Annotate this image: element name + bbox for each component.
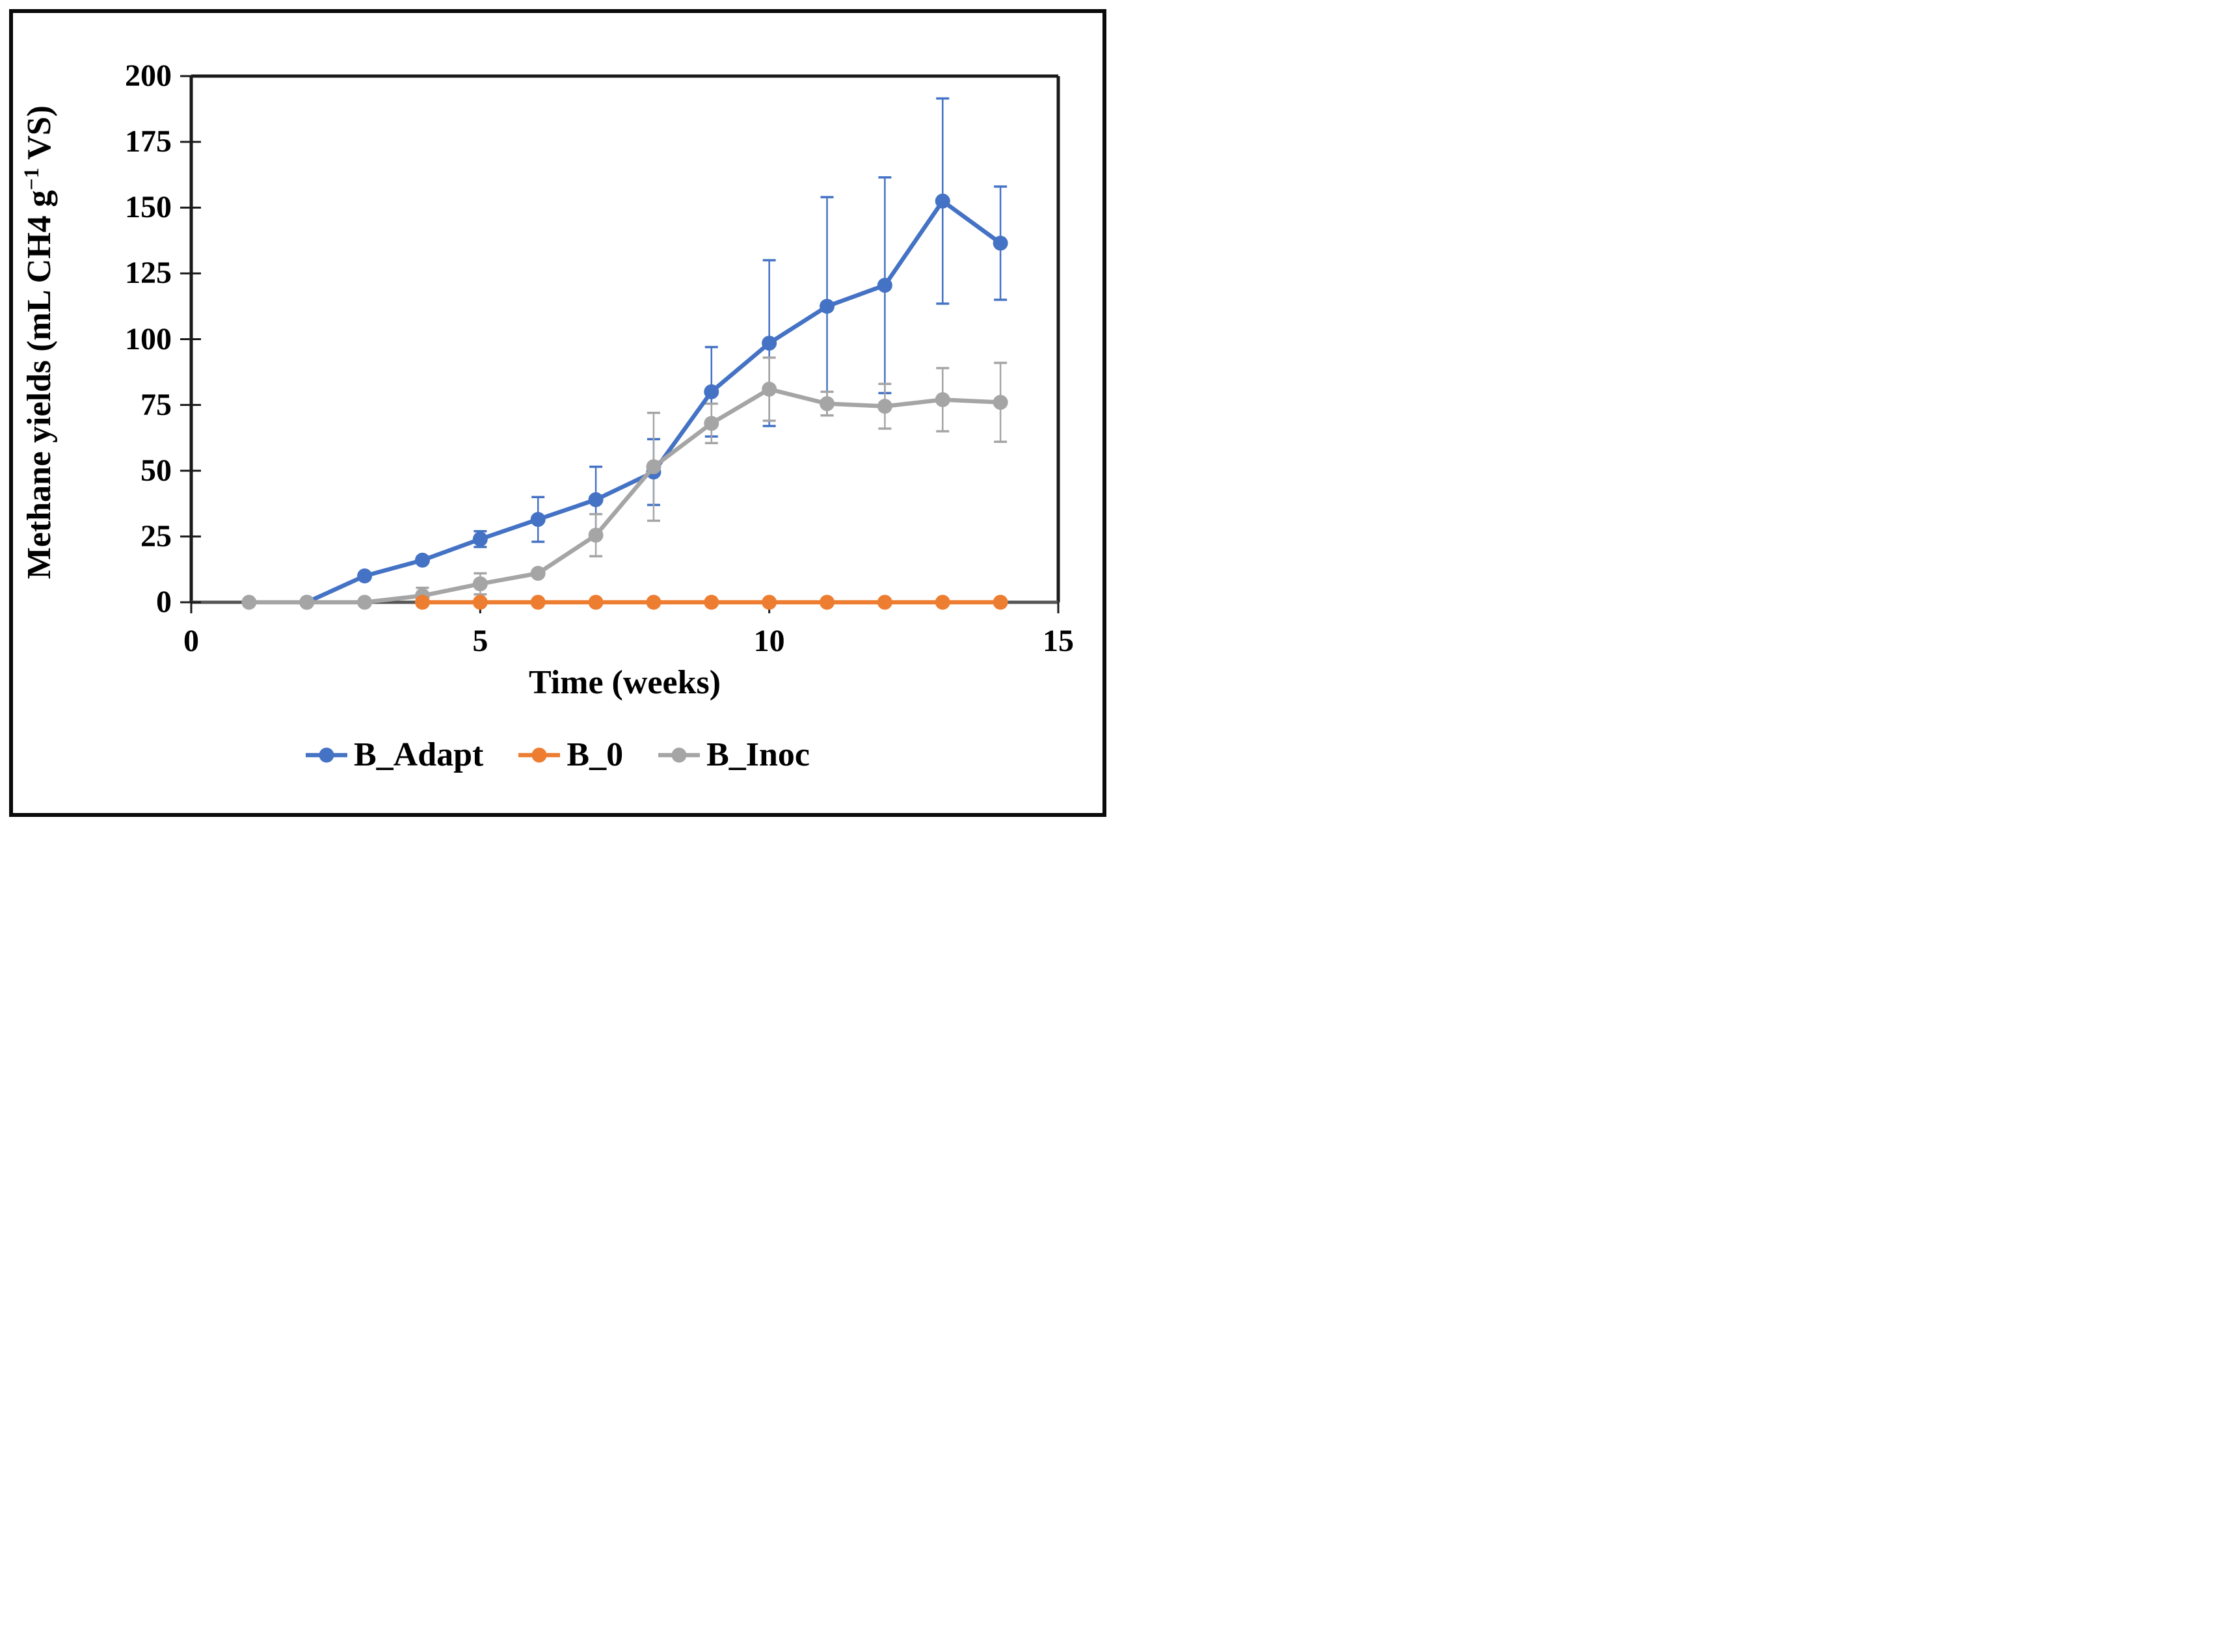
data-point-marker-B_Inoc [530, 566, 546, 581]
data-point-marker-B_0 [414, 594, 430, 610]
data-point-marker-B_Inoc [993, 395, 1008, 410]
legend-item-B_Adapt: B_Adapt [305, 736, 484, 773]
x-tick-label: 5 [472, 624, 488, 658]
legend: B_Adapt B_0 B_Inoc [0, 738, 1116, 772]
data-point-marker-B_0 [820, 594, 835, 610]
data-point-marker-B_0 [588, 594, 604, 610]
legend-item-B_0: B_0 [518, 738, 623, 772]
data-point-marker-B_Adapt [820, 299, 835, 314]
y-tick-label: 50 [140, 453, 172, 488]
series-line-B_Inoc [248, 387, 1001, 605]
chart-svg [180, 74, 1060, 613]
series-line-B_Adapt [306, 198, 1002, 604]
y-tick-label: 150 [125, 190, 172, 225]
data-point-marker-B_Adapt [414, 552, 430, 568]
legend-marker-icon [658, 747, 701, 763]
y-tick-label: 175 [125, 124, 172, 159]
data-point-marker-B_0 [530, 594, 546, 610]
legend-label: B_0 [567, 736, 624, 773]
data-point-marker-B_0 [646, 594, 661, 610]
figure: 0 25 50 75 100 125 150 175 200 0 5 10 15 Time (weeks… [0, 0, 1116, 826]
data-point-marker-B_Adapt [704, 384, 719, 399]
x-tick-label: 10 [753, 624, 785, 658]
x-tick-label: 0 [183, 624, 199, 658]
data-point-marker-B_Adapt [472, 531, 488, 547]
data-point-marker-B_Inoc [299, 594, 315, 610]
data-point-marker-B_Inoc [646, 459, 661, 475]
data-point-marker-B_Adapt [588, 492, 604, 507]
data-point-marker-B_Inoc [357, 594, 373, 610]
y-tick-label: 25 [140, 518, 172, 553]
legend-dot [671, 747, 687, 763]
y-tick-label: 75 [140, 387, 172, 422]
data-point-marker-B_0 [472, 594, 488, 610]
legend-marker-icon [518, 747, 561, 763]
data-point-marker-B_Inoc [588, 527, 604, 543]
data-point-marker-B_Inoc [241, 594, 257, 610]
data-point-marker-B_Inoc [472, 576, 488, 592]
y-axis-title-superscript: −1 [19, 167, 43, 191]
data-point-marker-B_Adapt [530, 512, 546, 527]
data-point-marker-B_0 [935, 594, 950, 610]
data-point-marker-B_Inoc [762, 381, 777, 397]
data-point-marker-B_0 [762, 594, 777, 610]
y-axis-title: Methane yields (mL CH4 g−1 VS) [20, 17, 59, 667]
legend-label: B_Inoc [706, 736, 810, 773]
data-point-marker-B_0 [877, 594, 892, 610]
data-point-marker-B_Inoc [704, 416, 719, 431]
legend-dot [319, 747, 334, 763]
data-point-marker-B_0 [704, 594, 719, 610]
data-point-marker-B_Adapt [935, 193, 950, 209]
data-point-marker-B_Inoc [935, 392, 950, 408]
y-tick-label: 200 [125, 59, 172, 93]
data-point-marker-B_Adapt [762, 336, 777, 351]
legend-label: B_Adapt [353, 736, 484, 773]
legend-item-B_Inoc: B_Inoc [658, 738, 810, 772]
y-tick-label: 0 [156, 585, 172, 619]
data-point-marker-B_Inoc [820, 396, 835, 412]
y-axis-title-unit: VS) [21, 105, 59, 168]
y-tick-label: 125 [125, 256, 172, 291]
legend-marker-icon [305, 747, 347, 763]
x-tick-label: 15 [1043, 624, 1074, 658]
data-point-marker-B_0 [993, 594, 1008, 610]
y-tick-label: 100 [125, 321, 172, 356]
x-axis-title: Time (weeks) [528, 664, 721, 701]
legend-dot [531, 747, 547, 763]
data-point-marker-B_Adapt [993, 235, 1008, 251]
data-point-marker-B_Adapt [877, 278, 892, 293]
data-point-marker-B_Inoc [877, 399, 892, 414]
y-axis-title-text: Methane yields (mL CH4 g [21, 190, 59, 580]
data-point-marker-B_Adapt [357, 568, 373, 584]
